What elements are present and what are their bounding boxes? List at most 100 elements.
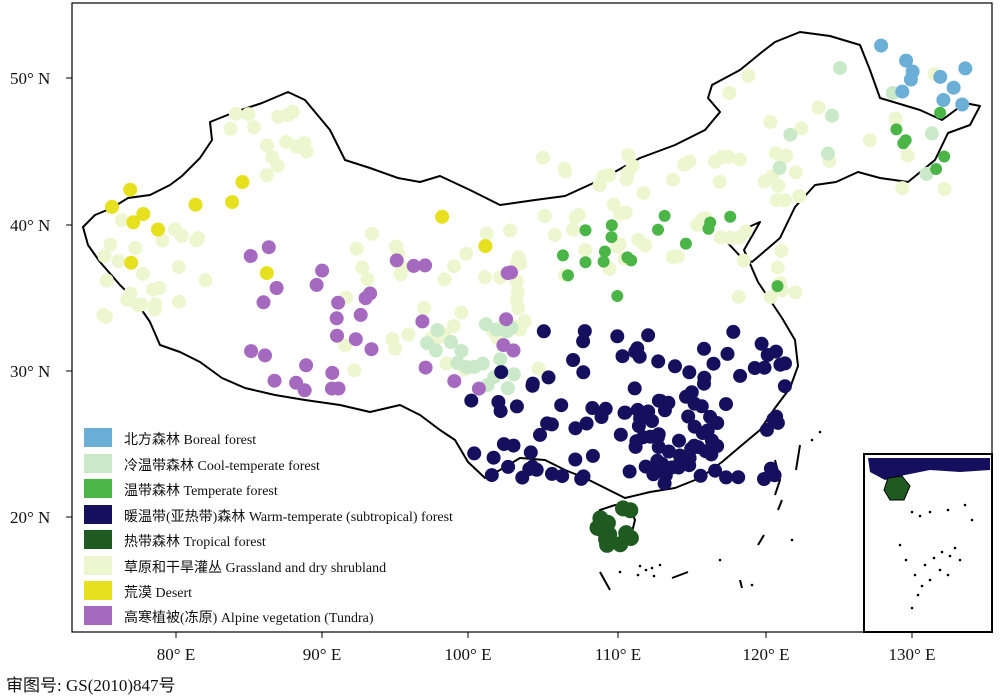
grassland-site-dot [862,133,877,148]
lat-label-40n: 40° N [10,216,50,235]
desert-site-dot [136,207,151,221]
grassland-site-dot [547,228,562,242]
warm-temperate-site-dot [568,421,583,436]
cool-temperate-site-dot [454,344,469,358]
warm-temperate-site-dot [646,467,661,482]
warm-temperate-site-dot [545,466,559,481]
grassland-site-dot [620,166,635,181]
cool-temperate-site-dot [500,324,515,339]
warm-temperate-site-dot [633,411,648,426]
warm-temperate-site-dot [486,450,501,465]
temperate-site-dot [579,224,592,237]
map-approval-number: 审图号: GS(2010)847号 [6,676,176,695]
grassland-site-dot [131,298,145,313]
warm-temperate-site-dot [566,353,581,367]
boreal-site-dot [899,53,914,68]
cool-temperate-site-dot [833,61,847,75]
alpine-site-dot [256,295,271,310]
grassland-site-dot [120,292,135,307]
alpine-site-dot [471,381,486,396]
alpine-site-dot [500,266,515,281]
legend: 北方森林 Boreal forest 冷温带森林 Cool-temperate … [84,428,453,626]
grassland-site-dot [666,172,681,187]
temperate-site-dot [890,123,903,136]
warm-temperate-site-dot [770,415,785,430]
warm-temperate-site-dot [757,360,772,375]
warm-temperate-site-dot [726,324,741,339]
cool-temperate-site-dot [924,126,939,141]
alpine-site-dot [289,375,304,390]
boreal-site-dot [874,38,889,53]
temperate-site-dot [771,280,784,293]
grassland-site-dot [900,148,915,163]
cool-temperate-site-dot [430,323,445,338]
warm-temperate-site-dot [653,394,668,408]
warm-temperate-site-dot [682,365,697,380]
cool-temperate-site-dot [783,127,798,142]
grassland-site-dot [888,111,903,126]
grassland-site-dot [454,305,469,320]
cool-temperate-site-dot [489,322,504,337]
grassland-site-dot [682,154,697,169]
grassland-site-dot [723,230,738,245]
grassland-site-dot [479,226,494,241]
warm-temperate-site-dot [610,329,625,344]
warm-temperate-site-dot [568,452,583,467]
grassland-site-dot [279,135,294,149]
alpine-site-dot [244,344,259,359]
warm-temperate-site-dot [769,344,783,359]
grassland-site-dot [665,250,680,264]
grassland-site-dot [417,301,432,316]
grassland-site-dot [937,182,952,196]
grassland-site-dot [299,144,314,159]
warm-temperate-site-dot [627,381,642,396]
desert-site-dot [123,182,138,197]
desert-site-dot [259,266,274,281]
cool-temperate-site-dot [478,317,493,332]
legend-label-alpine: 高寒植被(冻原) Alpine vegetation (Tundra) [124,609,374,626]
warm-temperate-site-dot [615,349,630,364]
grassland-site-dot [103,237,118,252]
warm-temperate-site-dot [719,397,733,412]
grassland-site-dot [189,233,204,248]
cool-temperate-site-dot [506,367,521,382]
desert-site-dot [126,215,141,230]
warm-temperate-site-dot [654,456,669,471]
warm-temperate-site-dot [643,429,658,444]
grassland-site-dot [401,327,416,342]
lon-label-90e: 90° E [303,645,341,664]
temperate-site-dot [579,256,592,269]
grassland-site-dot [557,161,572,176]
country-outline [82,31,981,499]
warm-temperate-site-dot [628,344,643,359]
alpine-site-dot [243,249,258,263]
grassland-site-dot [768,146,783,161]
grassland-site-dot [565,222,580,237]
warm-temperate-site-dot [523,445,538,460]
alpine-site-dot [261,240,276,255]
grassland-site-dot [568,210,583,225]
grassland-site-dot [895,181,910,196]
warm-temperate-site-dot [708,463,723,478]
grassland-sites [96,67,952,378]
grassland-site-dot [96,308,111,322]
grassland-site-dot [167,222,182,237]
warm-temperate-site-dot [759,422,774,437]
grassland-site-dot [712,174,727,189]
warm-temperate-site-dot [576,365,591,380]
cool-temperate-site-dot [821,146,835,161]
warm-temperate-site-dot [464,393,479,408]
grassland-site-dot [638,238,653,253]
legend-swatch-desert [84,581,112,600]
grassland-site-dot [459,246,474,261]
legend-swatch-boreal [84,428,112,447]
grassland-site-dot [128,241,143,256]
desert-site-dot [225,195,240,210]
legend-swatch-cool-temperate [84,454,112,473]
warm-temperate-site-dot [754,336,769,351]
grassland-site-dot [763,290,778,305]
grassland-site-dot [148,297,163,312]
alpine-site-dot [353,307,368,322]
grassland-site-dot [811,100,826,115]
grassland-site-dot [788,285,803,300]
